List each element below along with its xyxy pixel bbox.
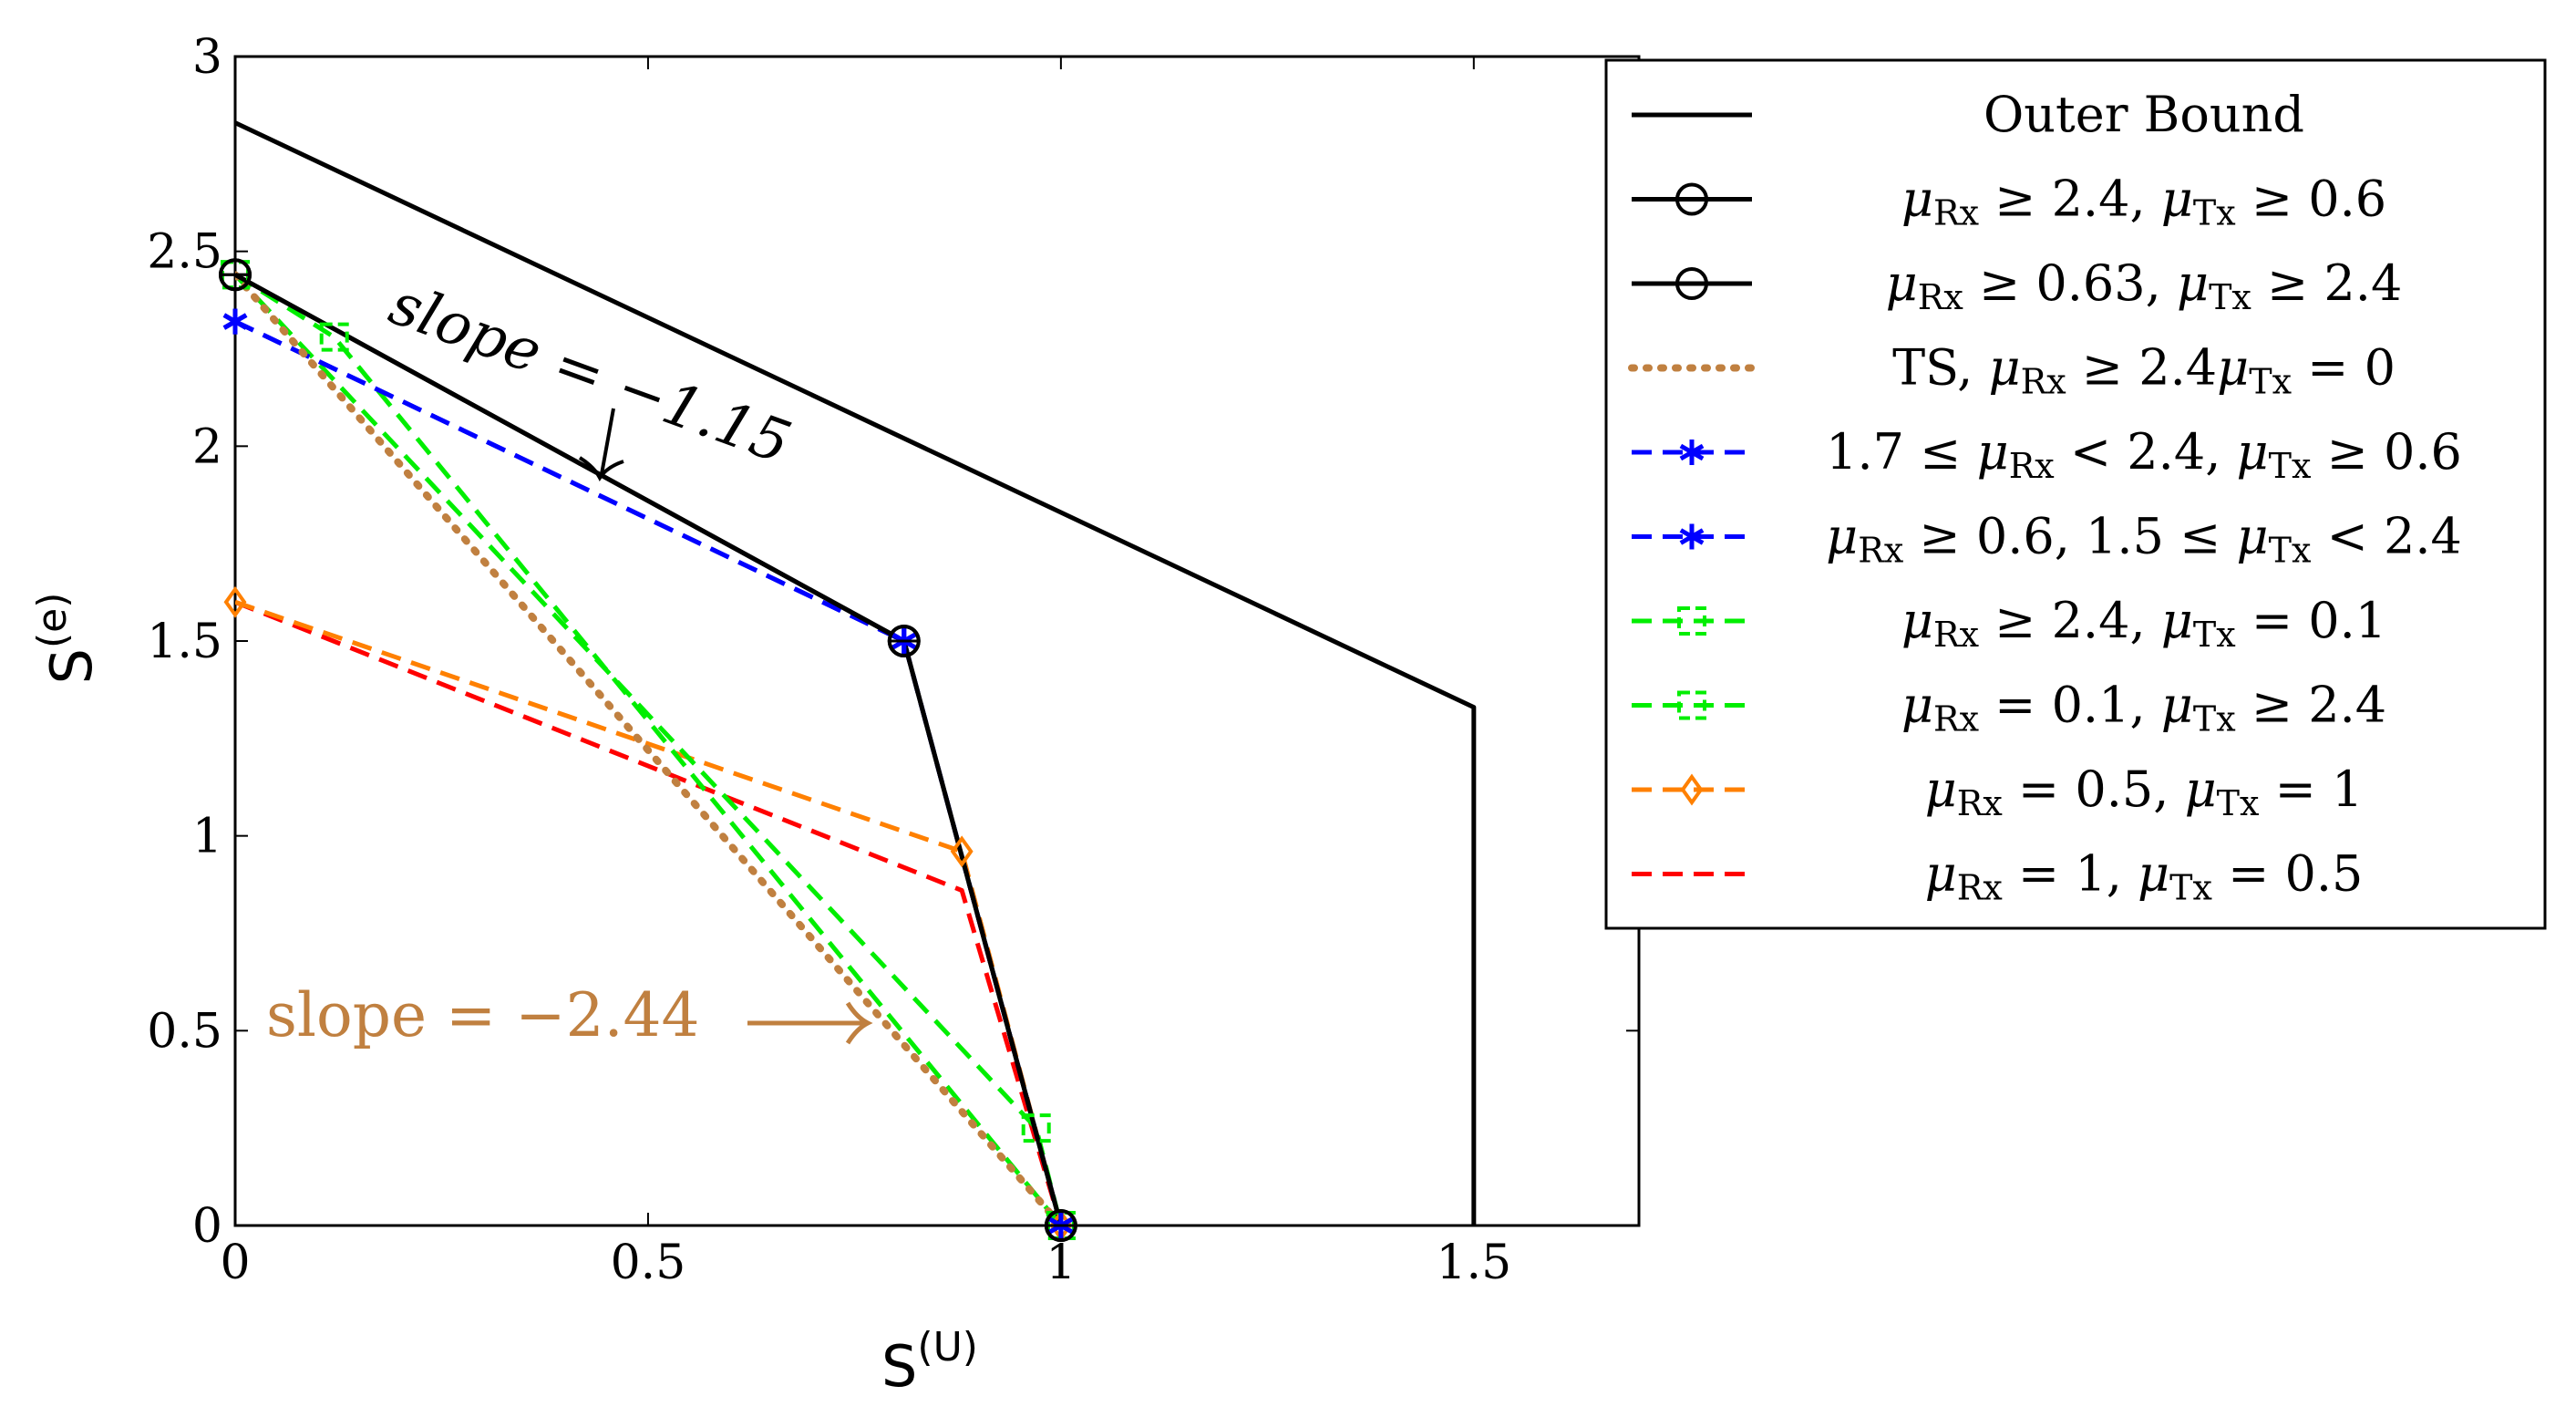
- annotation-slope-115-arrowhead: [578, 456, 624, 481]
- legend-entry: μRx ≥ 2.4, μTx = 0.1: [1632, 592, 2386, 655]
- series-line: [235, 120, 1477, 1226]
- legend-entry: μRx = 1, μTx = 0.5: [1632, 845, 2363, 908]
- legend-label: μRx = 1, μTx = 0.5: [1925, 845, 2364, 908]
- data-point-marker: [223, 585, 247, 618]
- y-tick-label: 0: [192, 1199, 222, 1254]
- legend-label: μRx = 0.5, μTx = 1: [1925, 760, 2364, 823]
- legend-label: μRx ≥ 2.4, μTx ≥ 0.6: [1901, 171, 2386, 233]
- data-point-marker: [1679, 440, 1705, 465]
- y-tick-label: 3: [192, 30, 222, 85]
- y-axis-label: S(e): [29, 593, 105, 685]
- data-point-marker: [319, 322, 349, 352]
- series-line: [235, 319, 1064, 1226]
- axis-ticks: [234, 56, 1639, 1226]
- legend-entry: 1.7 ≤ μRx < 2.4, μTx ≥ 0.6: [1632, 423, 2462, 486]
- data-point-marker: [1021, 1113, 1051, 1143]
- data-point-marker: [1680, 773, 1704, 806]
- legend-label: μRx ≥ 0.63, μTx ≥ 2.4: [1886, 254, 2403, 317]
- legend-label: μRx ≥ 0.6, 1.5 ≤ μTx < 2.4: [1826, 508, 2462, 571]
- legend-label: 1.7 ≤ μRx < 2.4, μTx ≥ 0.6: [1826, 423, 2462, 486]
- legend-entry: TS, μRx ≥ 2.4μTx = 0: [1628, 339, 2396, 402]
- y-tick-label: 1.5: [147, 615, 222, 669]
- legend-entry: μRx = 0.5, μTx = 1: [1632, 760, 2363, 823]
- legend-entry: μRx ≥ 0.6, 1.5 ≤ μTx < 2.4: [1632, 508, 2462, 571]
- series-lines: [235, 120, 1477, 1227]
- series-line: [235, 273, 1063, 1227]
- legend-entry: μRx ≥ 2.4, μTx ≥ 0.6: [1632, 171, 2386, 233]
- series-line: [235, 273, 1064, 1226]
- series-line: [235, 319, 1064, 1226]
- y-tick-label: 1: [192, 810, 222, 864]
- legend-label: Outer Bound: [1984, 86, 2304, 143]
- x-tick-label: 1.5: [1436, 1236, 1511, 1290]
- series-markers: [219, 258, 1077, 1242]
- legend-entry: Outer Bound: [1632, 86, 2304, 143]
- x-tick-label: 0: [220, 1236, 250, 1290]
- data-point-marker: [1677, 690, 1706, 720]
- annotation-slope-244-text: slope = −2.44: [266, 980, 700, 1050]
- data-point-marker: [1677, 606, 1706, 636]
- series-line: [235, 271, 1065, 1227]
- legend-entries: Outer Bound μRx ≥ 2.4, μTx ≥ 0.6 μRx ≥ 0.6…: [1628, 86, 2462, 908]
- legend-entry: μRx ≥ 0.63, μTx ≥ 2.4: [1632, 254, 2402, 317]
- data-point-marker: [950, 835, 974, 868]
- annotation-slope-244: slope = −2.44: [266, 980, 873, 1050]
- data-point-marker: [1679, 523, 1705, 550]
- y-tick-label: 2.5: [147, 225, 222, 280]
- annotation-slope-115-arrow: [600, 408, 615, 475]
- axis-tick-labels: 0 0.5 1 1.5 0 0.5 1 1.5 2 2.5 3: [147, 30, 1511, 1290]
- series-line: [235, 599, 1064, 1226]
- legend: Outer Bound μRx ≥ 2.4, μTx ≥ 0.6 μRx ≥ 0.6…: [1604, 58, 2547, 930]
- x-tick-label: 1: [1046, 1236, 1076, 1290]
- legend-label: TS, μRx ≥ 2.4μTx = 0: [1892, 339, 2396, 402]
- legend-box: [1604, 58, 2547, 930]
- legend-entry: μRx = 0.1, μTx ≥ 2.4: [1632, 677, 2386, 740]
- legend-label: μRx ≥ 2.4, μTx = 0.1: [1901, 592, 2386, 655]
- data-point-marker: [222, 308, 248, 335]
- annotation-slope-115-text: slope = −1.15: [381, 271, 799, 478]
- x-axis-label: S(U): [881, 1324, 978, 1400]
- y-tick-label: 2: [192, 419, 222, 474]
- series-line: [235, 599, 1064, 1226]
- legend-label: μRx = 0.1, μTx ≥ 2.4: [1901, 677, 2386, 740]
- x-tick-label: 0.5: [611, 1236, 686, 1290]
- y-tick-label: 0.5: [147, 1004, 222, 1059]
- annotation-slope-244-arrowhead: [845, 1001, 873, 1045]
- annotation-slope-115: slope = −1.15: [381, 271, 799, 481]
